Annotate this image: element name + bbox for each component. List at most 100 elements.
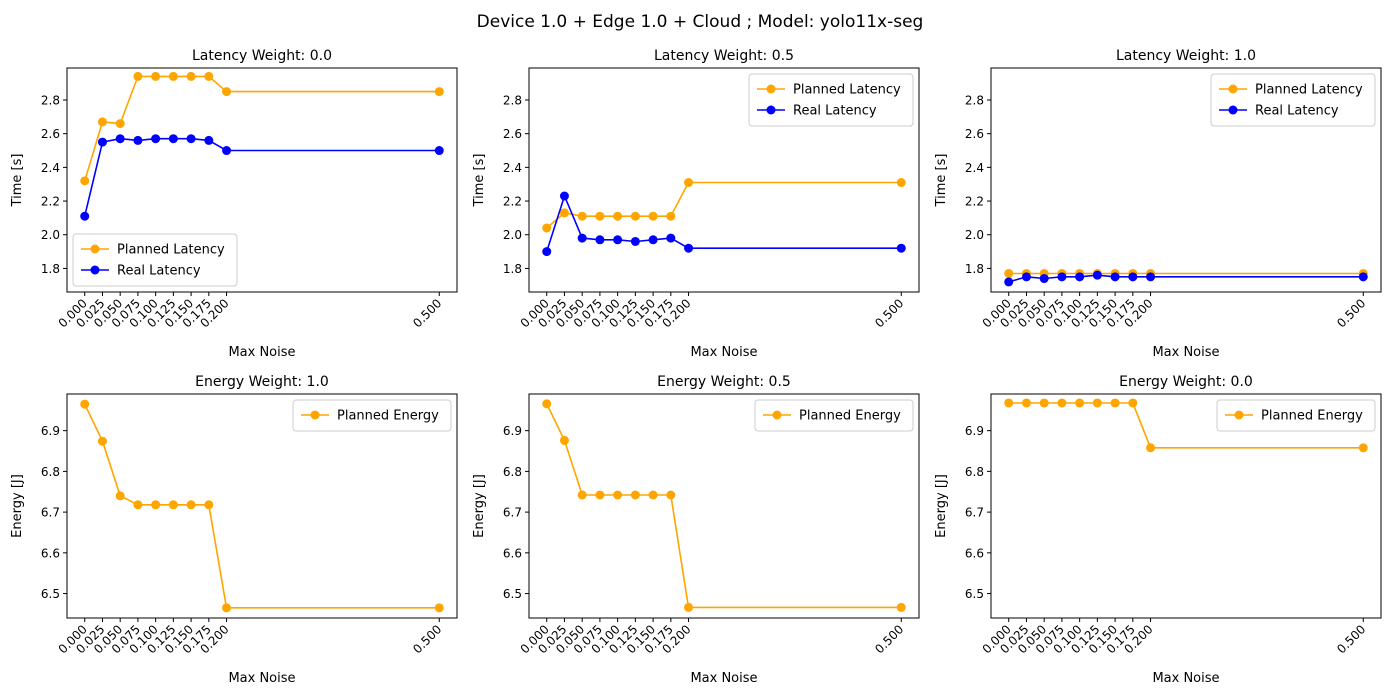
data-point (1004, 277, 1014, 287)
figure-title: Device 1.0 + Edge 1.0 + Cloud ; Model: y… (477, 12, 924, 32)
y-tick-label: 2.6 (965, 127, 984, 141)
x-tick-label: 0.500 (872, 296, 906, 330)
legend-label: Planned Energy (1261, 409, 1363, 424)
data-point (542, 399, 552, 409)
data-point (1128, 398, 1138, 408)
axes-frame (990, 67, 1382, 293)
data-point (80, 399, 90, 409)
y-tick-label: 2.0 (965, 228, 984, 242)
data-point (222, 146, 232, 156)
data-point (648, 235, 658, 245)
legend: Planned Energy (1216, 399, 1376, 432)
legend-label: Planned Energy (337, 409, 439, 424)
y-tick-label: 6.5 (41, 587, 60, 601)
x-tick-label: 0.500 (872, 622, 906, 656)
data-point (97, 436, 107, 446)
y-tick-label: 6.9 (965, 424, 984, 438)
legend-box (1216, 399, 1376, 432)
data-point (204, 500, 214, 510)
x-axis-label: Max Noise (1152, 671, 1219, 686)
legend: Planned Latency Real Latency (72, 233, 238, 287)
data-point (896, 243, 906, 253)
legend-box (72, 233, 238, 287)
x-axis-label: Max Noise (228, 345, 295, 360)
data-point (613, 235, 623, 245)
data-point (434, 146, 444, 156)
data-point (151, 500, 161, 510)
series-line (83, 75, 440, 182)
data-point (1146, 443, 1156, 453)
subplot-4: Energy Weight: 1.06.56.66.76.86.90.0000.… (10, 374, 458, 686)
subplot-6: Energy Weight: 0.06.56.66.76.86.90.0000.… (934, 374, 1382, 686)
y-axis-label: Time [s] (934, 154, 949, 208)
y-tick-label: 2.8 (503, 94, 522, 108)
y-tick-label: 6.9 (41, 424, 60, 438)
legend-box (1210, 73, 1376, 127)
data-point (896, 178, 906, 188)
legend-swatch-marker (1234, 410, 1244, 420)
data-point (1057, 272, 1067, 282)
data-point (1128, 272, 1138, 282)
data-point (613, 211, 623, 221)
y-tick-label: 6.9 (503, 424, 522, 438)
data-point (1146, 272, 1156, 282)
data-point (595, 235, 605, 245)
legend: Planned Latency Real Latency (748, 73, 914, 127)
data-point (559, 208, 569, 218)
data-point (542, 247, 552, 257)
data-point (434, 87, 444, 97)
legend-swatch-marker (1228, 84, 1238, 94)
y-tick-label: 6.8 (41, 465, 60, 479)
subplot-title: Latency Weight: 0.0 (192, 48, 332, 64)
y-tick-label: 2.2 (503, 195, 522, 209)
y-tick-label: 1.8 (41, 262, 60, 276)
axes-frame (528, 67, 920, 293)
y-tick-label: 2.2 (41, 195, 60, 209)
y-tick-label: 2.0 (503, 228, 522, 242)
y-tick-label: 6.6 (965, 546, 984, 560)
data-point (434, 603, 444, 613)
data-point (1004, 398, 1014, 408)
data-point (630, 490, 640, 500)
data-point (577, 490, 587, 500)
legend-label: Real Latency (117, 264, 201, 279)
data-point (630, 236, 640, 246)
data-point (1358, 272, 1368, 282)
data-point (80, 176, 90, 186)
x-axis-label: Max Noise (690, 671, 757, 686)
data-point (542, 223, 552, 233)
series-line (83, 137, 440, 217)
data-point (648, 211, 658, 221)
legend-swatch-marker (90, 265, 100, 275)
data-point (648, 490, 658, 500)
y-tick-label: 2.6 (41, 127, 60, 141)
y-tick-label: 6.7 (503, 506, 522, 520)
x-tick-label: 0.500 (410, 622, 444, 656)
data-point (222, 87, 232, 97)
data-point (186, 134, 196, 144)
data-point (115, 119, 125, 129)
series-line (545, 193, 902, 252)
axes-frame (990, 393, 1382, 619)
data-point (577, 211, 587, 221)
data-point (684, 178, 694, 188)
x-axis-label: Max Noise (228, 671, 295, 686)
data-point (684, 243, 694, 253)
x-axis-label: Max Noise (690, 345, 757, 360)
y-tick-label: 6.6 (41, 546, 60, 560)
data-point (1021, 398, 1031, 408)
data-point (595, 211, 605, 221)
y-tick-label: 6.5 (503, 587, 522, 601)
y-tick-label: 6.7 (965, 506, 984, 520)
data-point (186, 500, 196, 510)
subplot-5: Energy Weight: 0.56.56.66.76.86.90.0000.… (472, 374, 920, 686)
data-point (168, 71, 178, 81)
data-point (168, 134, 178, 144)
legend-box (748, 73, 914, 127)
data-point (1110, 272, 1120, 282)
data-point (595, 490, 605, 500)
data-point (684, 602, 694, 612)
data-point (896, 602, 906, 612)
y-tick-label: 2.2 (965, 195, 984, 209)
data-point (222, 603, 232, 613)
